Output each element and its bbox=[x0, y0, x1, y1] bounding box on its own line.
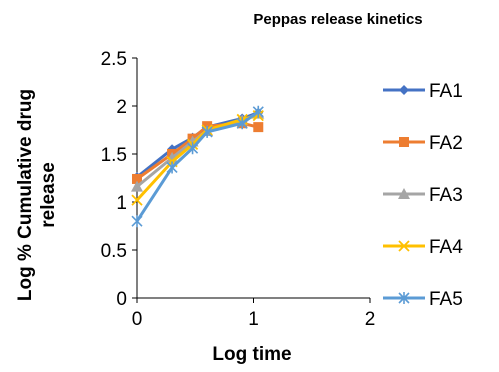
x-tick-label: 1 bbox=[248, 309, 259, 330]
series-fa5 bbox=[131, 105, 264, 228]
legend-item-fa2: FA2 bbox=[383, 133, 463, 154]
x-tick-label: 2 bbox=[365, 309, 376, 330]
legend-label: FA1 bbox=[429, 81, 463, 102]
legend-label: FA2 bbox=[429, 133, 463, 154]
legend-swatch-marker bbox=[398, 292, 410, 304]
legend-item-fa1: FA1 bbox=[383, 81, 463, 102]
legend-item-fa4: FA4 bbox=[383, 237, 463, 258]
legend-swatch-marker bbox=[398, 188, 410, 199]
data-point bbox=[201, 125, 213, 138]
legend-label: FA3 bbox=[429, 185, 463, 206]
y-tick-label: 2.5 bbox=[101, 49, 127, 70]
axes: 0 0.5 1 1.5 2 2.5 0 1 2 bbox=[101, 49, 376, 330]
series-layer bbox=[131, 105, 265, 228]
data-point bbox=[131, 180, 143, 192]
y-axis-title-line1: Log % Cumulative drug bbox=[15, 89, 36, 301]
data-point bbox=[131, 215, 143, 228]
y-tick-label: 2 bbox=[116, 97, 127, 118]
x-tick-label: 0 bbox=[132, 309, 143, 330]
data-point bbox=[187, 142, 199, 155]
legend-label: FA5 bbox=[429, 289, 463, 310]
legend-swatch-marker bbox=[399, 137, 409, 147]
y-tick-label: 0.5 bbox=[101, 241, 127, 262]
legend-swatch-marker bbox=[399, 85, 409, 95]
data-point bbox=[131, 194, 143, 206]
legend: FA1 FA2 FA3 FA4 FA5 bbox=[383, 81, 463, 310]
series-line bbox=[135, 114, 259, 202]
data-point bbox=[236, 117, 248, 130]
data-point bbox=[132, 173, 142, 184]
legend-swatch-marker bbox=[398, 240, 410, 252]
chart-title: Peppas release kinetics bbox=[253, 11, 422, 28]
data-point bbox=[253, 122, 264, 133]
x-axis-title: Log time bbox=[212, 344, 291, 365]
y-tick-label: 1 bbox=[116, 193, 127, 214]
y-axis-title-line2: release bbox=[38, 162, 59, 228]
y-tick-label: 1.5 bbox=[101, 145, 127, 166]
data-point bbox=[166, 161, 178, 174]
legend-label: FA4 bbox=[429, 237, 463, 258]
legend-item-fa3: FA3 bbox=[383, 185, 463, 206]
data-point bbox=[252, 105, 264, 118]
y-tick-label: 0 bbox=[116, 289, 127, 310]
legend-item-fa5: FA5 bbox=[383, 289, 463, 310]
